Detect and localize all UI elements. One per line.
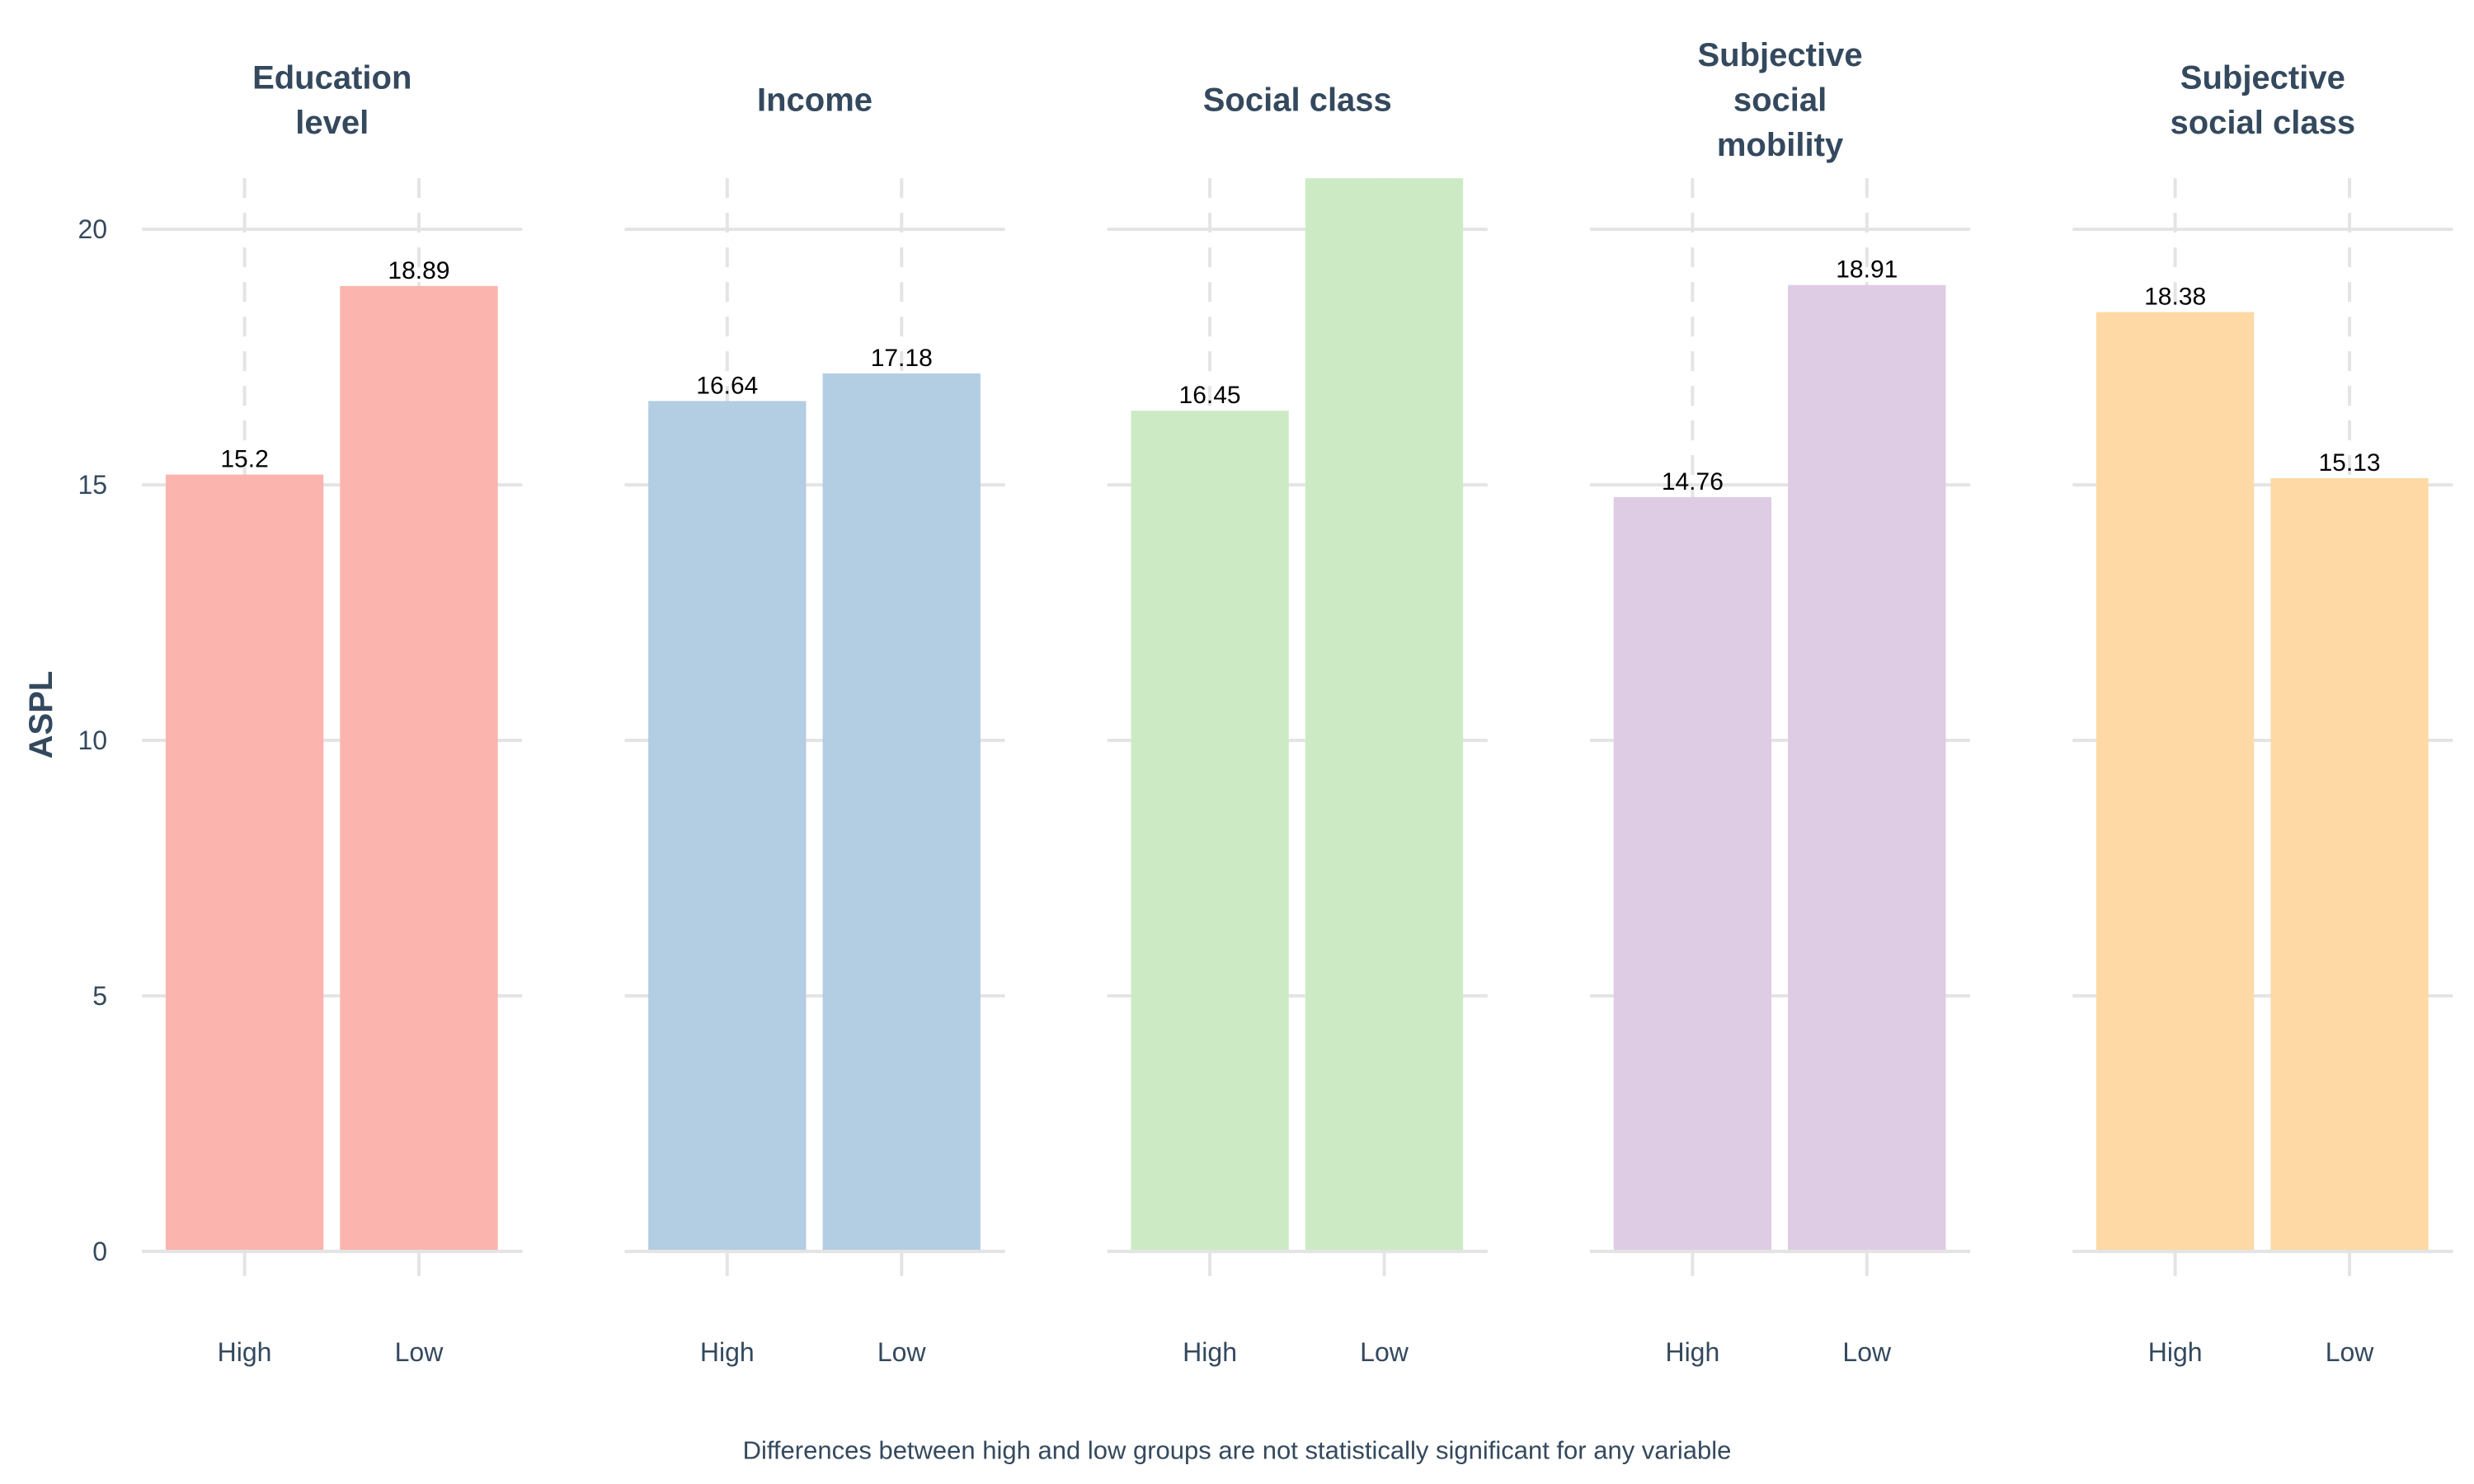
bar [1788, 284, 1946, 1252]
facet-title-line: Education [252, 59, 412, 96]
x-tick-label: Low [1360, 1337, 1409, 1367]
y-tick-label: 0 [92, 1237, 107, 1266]
y-tick-label: 10 [78, 726, 108, 755]
y-axis-title: ASPL [23, 671, 59, 759]
bar-value-label: 14.76 [1662, 468, 1724, 495]
bar [822, 373, 981, 1252]
x-tick-label: Low [395, 1337, 444, 1367]
bar-value-label: 16.64 [696, 372, 758, 399]
facet-panel: 18.38 High 15.13 Low Subjective social class [2072, 59, 2453, 1367]
x-tick-label: High [700, 1337, 755, 1367]
facet-panel: 16.45 High Low Social class [1107, 82, 1488, 1367]
bar [1305, 178, 1464, 1252]
facet-title: Subjective social mobility [1698, 37, 1863, 163]
facet-title: Income [757, 82, 872, 119]
facet-title-line: mobility [1717, 127, 1844, 163]
bar [340, 285, 498, 1252]
facet-panel: 14.76 High 18.91 Low Subjective social mobilit… [1589, 37, 1971, 1367]
bar-value-label: 15.13 [2319, 449, 2381, 477]
facet-panel: 15.2 High 18.89 Low Education level [142, 59, 523, 1367]
facet-title-line: Income [757, 82, 872, 119]
y-tick-label: 20 [78, 214, 108, 244]
x-tick-label: High [218, 1337, 272, 1367]
bar [648, 401, 807, 1252]
bar-value-label: 18.91 [1836, 256, 1898, 284]
chart-caption: Differences between high and low groups … [743, 1435, 1732, 1464]
facet-title-line: Subjective [2180, 59, 2345, 96]
bar [2095, 312, 2255, 1252]
bar [1613, 496, 1772, 1252]
x-tick-label: High [1665, 1337, 1719, 1367]
facet-title: Social class [1203, 82, 1392, 119]
facet-title-line: level [295, 105, 369, 141]
bar [2270, 478, 2429, 1252]
bar-value-label: 17.18 [871, 345, 933, 372]
bar-value-label: 18.38 [2144, 284, 2206, 311]
bar [1131, 411, 1289, 1252]
bar-value-label: 16.45 [1179, 382, 1241, 409]
facet-title: Education level [252, 59, 412, 141]
facet-title: Subjective social class [2171, 59, 2356, 141]
x-tick-label: Low [877, 1337, 927, 1367]
facet-title-line: social class [2171, 105, 2356, 141]
x-tick-label: Low [1842, 1337, 1892, 1367]
y-tick-label: 15 [78, 470, 108, 500]
y-tick-label: 5 [92, 981, 107, 1011]
x-tick-label: Low [2326, 1337, 2375, 1367]
facet-title-line: Social class [1203, 82, 1392, 119]
bar-value-label: 15.2 [220, 446, 268, 473]
facet-panel: 16.64 High 17.18 Low Income [624, 82, 1005, 1367]
facet-title-line: Subjective [1698, 37, 1863, 73]
bar-value-label: 18.89 [388, 257, 449, 284]
facet-title-line: social [1733, 82, 1827, 119]
x-tick-label: High [2148, 1337, 2203, 1367]
x-tick-label: High [1183, 1337, 1237, 1367]
bar [165, 474, 324, 1252]
